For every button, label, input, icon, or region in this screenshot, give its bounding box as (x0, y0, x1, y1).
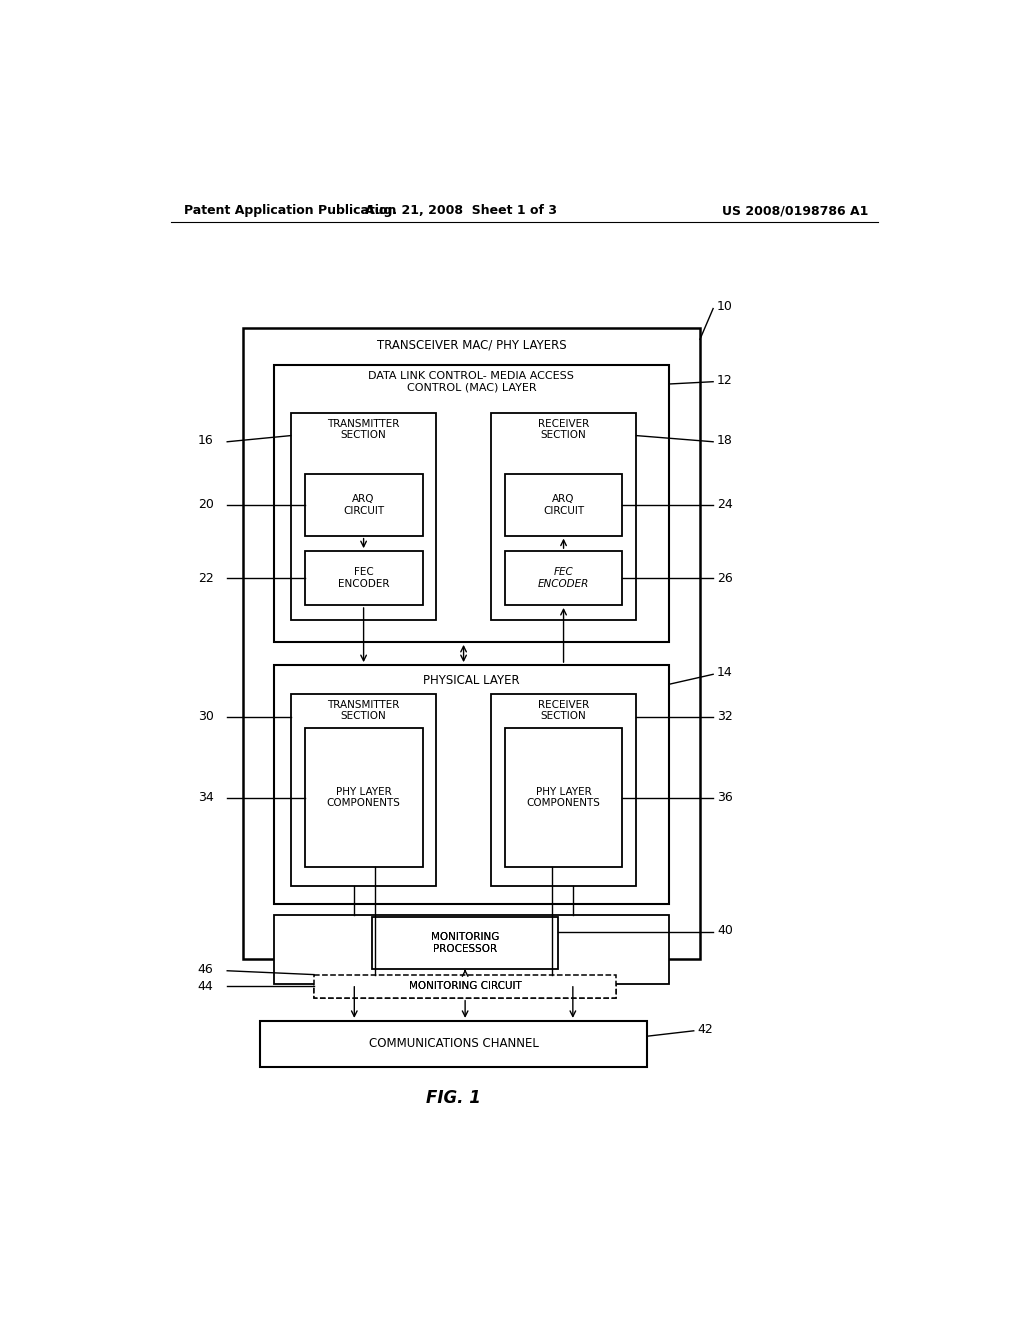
Bar (505, 729, 623, 867)
Bar (243, 327, 700, 960)
Text: 34: 34 (198, 791, 213, 804)
Text: FIG. 1: FIG. 1 (426, 1089, 481, 1106)
Text: PHYSICAL LAYER: PHYSICAL LAYER (423, 675, 519, 686)
Text: MONITORING
PROCESSOR: MONITORING PROCESSOR (431, 932, 500, 954)
Text: 32: 32 (717, 710, 733, 723)
Text: 14: 14 (717, 667, 733, 680)
Text: 44: 44 (198, 979, 213, 993)
Bar (505, 552, 623, 605)
Text: RECEIVER
SECTION: RECEIVER SECTION (538, 700, 589, 721)
Bar (505, 474, 623, 536)
Text: PHY LAYER
COMPONENTS: PHY LAYER COMPONENTS (526, 787, 600, 808)
Text: ARQ
CIRCUIT: ARQ CIRCUIT (343, 494, 384, 516)
Text: 20: 20 (198, 499, 214, 511)
Bar (273, 364, 669, 642)
Bar (372, 917, 558, 969)
Text: 42: 42 (697, 1023, 714, 1036)
Text: 46: 46 (198, 962, 213, 975)
Text: TRANSCEIVER MAC/ PHY LAYERS: TRANSCEIVER MAC/ PHY LAYERS (377, 338, 566, 351)
Text: FEC
ENCODER: FEC ENCODER (338, 568, 389, 589)
Text: ARQ
CIRCUIT: ARQ CIRCUIT (543, 494, 584, 516)
Bar (314, 974, 616, 998)
Text: 18: 18 (717, 434, 733, 446)
Text: 36: 36 (717, 791, 733, 804)
Text: MONITORING
PROCESSOR: MONITORING PROCESSOR (431, 932, 500, 954)
Bar (314, 974, 616, 998)
Text: US 2008/0198786 A1: US 2008/0198786 A1 (722, 205, 868, 218)
Bar (291, 693, 436, 886)
Text: MONITORING CIRCUIT: MONITORING CIRCUIT (409, 981, 521, 991)
Bar (260, 1020, 647, 1067)
Text: MONITORING CIRCUIT: MONITORING CIRCUIT (409, 981, 521, 991)
Text: 10: 10 (717, 300, 733, 313)
Bar (305, 729, 423, 867)
Bar (372, 917, 558, 969)
Text: Aug. 21, 2008  Sheet 1 of 3: Aug. 21, 2008 Sheet 1 of 3 (366, 205, 557, 218)
Text: RECEIVER
SECTION: RECEIVER SECTION (538, 418, 589, 441)
Text: COMMUNICATIONS CHANNEL: COMMUNICATIONS CHANNEL (369, 1038, 539, 1051)
Text: 40: 40 (717, 924, 733, 937)
Bar (273, 665, 669, 904)
Text: 12: 12 (717, 374, 733, 387)
Text: 26: 26 (717, 572, 733, 585)
Text: DATA LINK CONTROL- MEDIA ACCESS
CONTROL (MAC) LAYER: DATA LINK CONTROL- MEDIA ACCESS CONTROL … (369, 371, 574, 392)
Text: TRANSMITTER
SECTION: TRANSMITTER SECTION (328, 700, 399, 721)
Bar (305, 474, 423, 536)
Bar (291, 412, 436, 620)
Text: FEC
ENCODER: FEC ENCODER (538, 568, 589, 589)
Text: Patent Application Publication: Patent Application Publication (183, 205, 396, 218)
Text: 30: 30 (198, 710, 214, 723)
Bar (490, 412, 636, 620)
Text: 16: 16 (198, 434, 213, 446)
Text: TRANSMITTER
SECTION: TRANSMITTER SECTION (328, 418, 399, 441)
Text: PHY LAYER
COMPONENTS: PHY LAYER COMPONENTS (327, 787, 400, 808)
Bar (305, 552, 423, 605)
Bar (273, 915, 669, 983)
Bar (490, 693, 636, 886)
Text: 22: 22 (198, 572, 213, 585)
Text: 24: 24 (717, 499, 733, 511)
